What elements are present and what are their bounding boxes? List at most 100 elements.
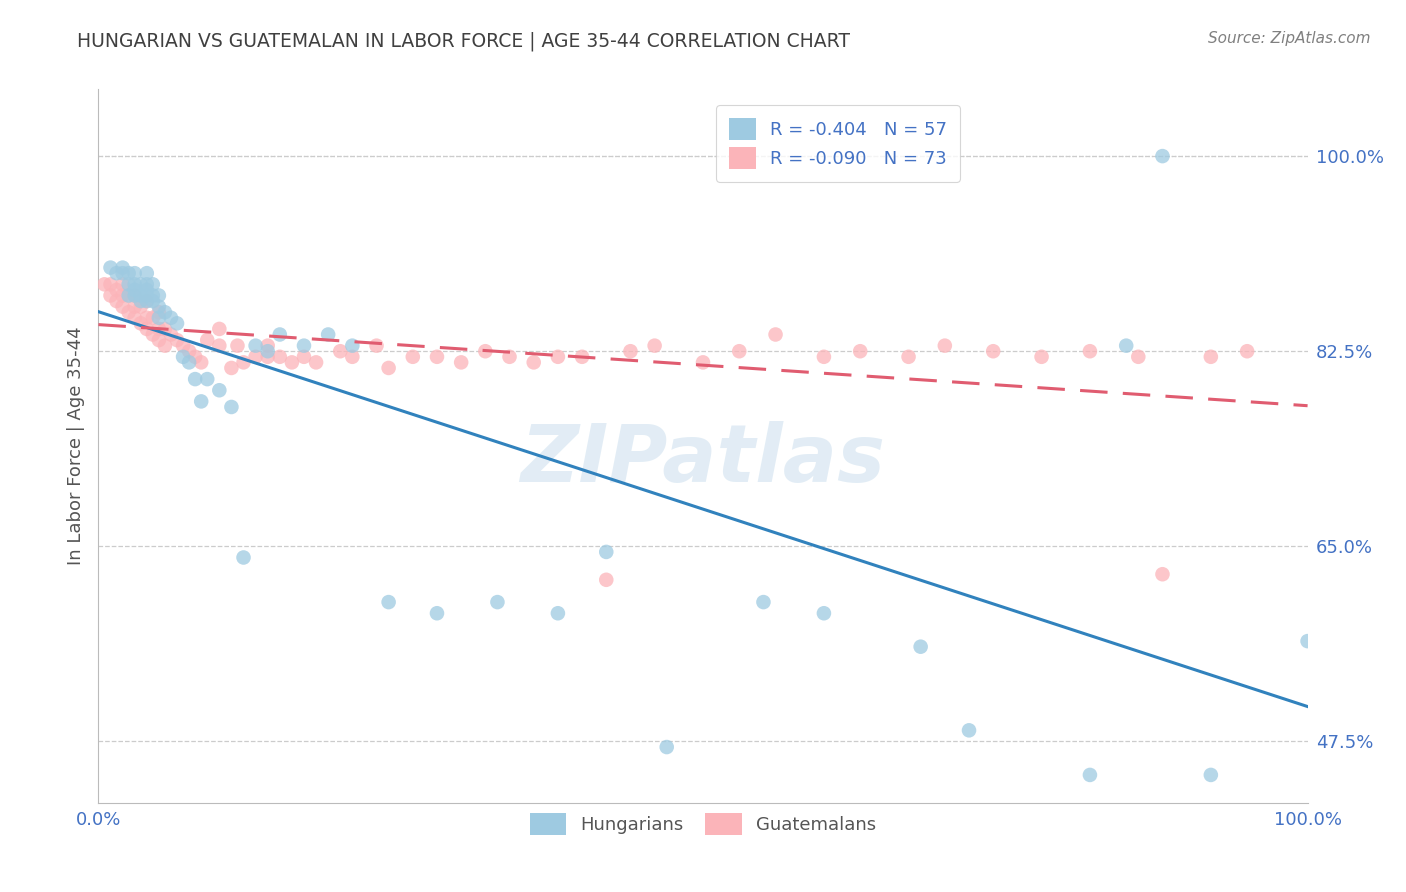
Y-axis label: In Labor Force | Age 35-44: In Labor Force | Age 35-44 bbox=[66, 326, 84, 566]
Point bbox=[135, 266, 157, 280]
Point bbox=[498, 350, 520, 364]
Point bbox=[195, 333, 218, 347]
Point bbox=[571, 350, 593, 364]
Point bbox=[148, 310, 170, 325]
Point bbox=[111, 266, 134, 280]
Point bbox=[1152, 149, 1174, 163]
Point bbox=[981, 344, 1004, 359]
Point bbox=[1078, 768, 1101, 782]
Point bbox=[142, 288, 165, 302]
Point bbox=[934, 339, 956, 353]
Point bbox=[595, 545, 617, 559]
Point bbox=[292, 339, 315, 353]
Point bbox=[124, 288, 146, 302]
Text: Source: ZipAtlas.com: Source: ZipAtlas.com bbox=[1208, 31, 1371, 46]
Point bbox=[129, 300, 152, 314]
Point bbox=[129, 294, 152, 309]
Point bbox=[135, 294, 157, 309]
Point bbox=[179, 355, 201, 369]
Point bbox=[172, 350, 194, 364]
Point bbox=[118, 288, 141, 302]
Point bbox=[179, 344, 201, 359]
Point bbox=[1152, 567, 1174, 582]
Point bbox=[190, 355, 212, 369]
Point bbox=[129, 277, 152, 292]
Point bbox=[148, 300, 170, 314]
Text: HUNGARIAN VS GUATEMALAN IN LABOR FORCE | AGE 35-44 CORRELATION CHART: HUNGARIAN VS GUATEMALAN IN LABOR FORCE |… bbox=[77, 31, 851, 51]
Point bbox=[256, 344, 278, 359]
Point bbox=[281, 355, 304, 369]
Point bbox=[172, 339, 194, 353]
Point bbox=[1236, 344, 1258, 359]
Point bbox=[148, 333, 170, 347]
Point bbox=[426, 350, 449, 364]
Point bbox=[426, 607, 449, 621]
Point bbox=[184, 350, 207, 364]
Point bbox=[849, 344, 872, 359]
Point bbox=[655, 740, 678, 755]
Point bbox=[245, 350, 267, 364]
Point bbox=[692, 355, 714, 369]
Point bbox=[124, 277, 146, 292]
Point bbox=[142, 310, 165, 325]
Point bbox=[135, 288, 157, 302]
Point bbox=[208, 339, 231, 353]
Point bbox=[1199, 768, 1222, 782]
Point bbox=[486, 595, 509, 609]
Point bbox=[148, 288, 170, 302]
Point bbox=[292, 350, 315, 364]
Point bbox=[208, 322, 231, 336]
Point bbox=[142, 294, 165, 309]
Point bbox=[595, 573, 617, 587]
Point bbox=[342, 350, 364, 364]
Point bbox=[813, 350, 835, 364]
Point bbox=[245, 339, 267, 353]
Point bbox=[148, 322, 170, 336]
Point bbox=[377, 595, 399, 609]
Point bbox=[342, 339, 364, 353]
Point bbox=[124, 288, 146, 302]
Legend: Hungarians, Guatemalans: Hungarians, Guatemalans bbox=[520, 804, 886, 844]
Point bbox=[221, 400, 243, 414]
Point bbox=[148, 305, 170, 319]
Point bbox=[195, 372, 218, 386]
Point bbox=[166, 333, 188, 347]
Point bbox=[523, 355, 546, 369]
Point bbox=[897, 350, 920, 364]
Point bbox=[153, 305, 176, 319]
Point bbox=[190, 394, 212, 409]
Point bbox=[160, 310, 183, 325]
Point bbox=[118, 277, 141, 292]
Point bbox=[135, 283, 157, 297]
Point bbox=[153, 339, 176, 353]
Point bbox=[256, 350, 278, 364]
Point bbox=[124, 283, 146, 297]
Point bbox=[305, 355, 328, 369]
Point bbox=[547, 607, 569, 621]
Point bbox=[256, 339, 278, 353]
Point bbox=[118, 266, 141, 280]
Point bbox=[366, 339, 388, 353]
Point bbox=[450, 355, 472, 369]
Point bbox=[1199, 350, 1222, 364]
Point bbox=[135, 322, 157, 336]
Point bbox=[547, 350, 569, 364]
Point bbox=[93, 277, 115, 292]
Point bbox=[124, 310, 146, 325]
Point bbox=[105, 266, 128, 280]
Point bbox=[111, 260, 134, 275]
Point bbox=[474, 344, 496, 359]
Point bbox=[166, 317, 188, 331]
Point bbox=[402, 350, 425, 364]
Point bbox=[1115, 339, 1137, 353]
Point bbox=[124, 266, 146, 280]
Point bbox=[813, 607, 835, 621]
Point bbox=[1128, 350, 1150, 364]
Point bbox=[957, 723, 980, 738]
Point bbox=[232, 355, 254, 369]
Point bbox=[105, 283, 128, 297]
Point bbox=[111, 288, 134, 302]
Point bbox=[111, 300, 134, 314]
Point bbox=[129, 317, 152, 331]
Point bbox=[1296, 634, 1319, 648]
